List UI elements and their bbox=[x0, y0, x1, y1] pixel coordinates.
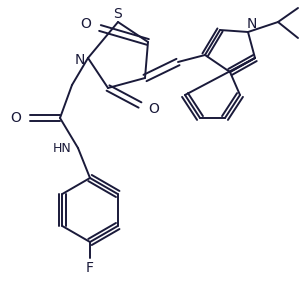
Text: N: N bbox=[75, 53, 85, 67]
Text: O: O bbox=[11, 111, 22, 125]
Text: O: O bbox=[81, 17, 92, 31]
Text: S: S bbox=[114, 7, 123, 21]
Text: HN: HN bbox=[53, 142, 71, 155]
Text: N: N bbox=[247, 17, 257, 31]
Text: O: O bbox=[149, 102, 159, 116]
Text: F: F bbox=[86, 261, 94, 275]
